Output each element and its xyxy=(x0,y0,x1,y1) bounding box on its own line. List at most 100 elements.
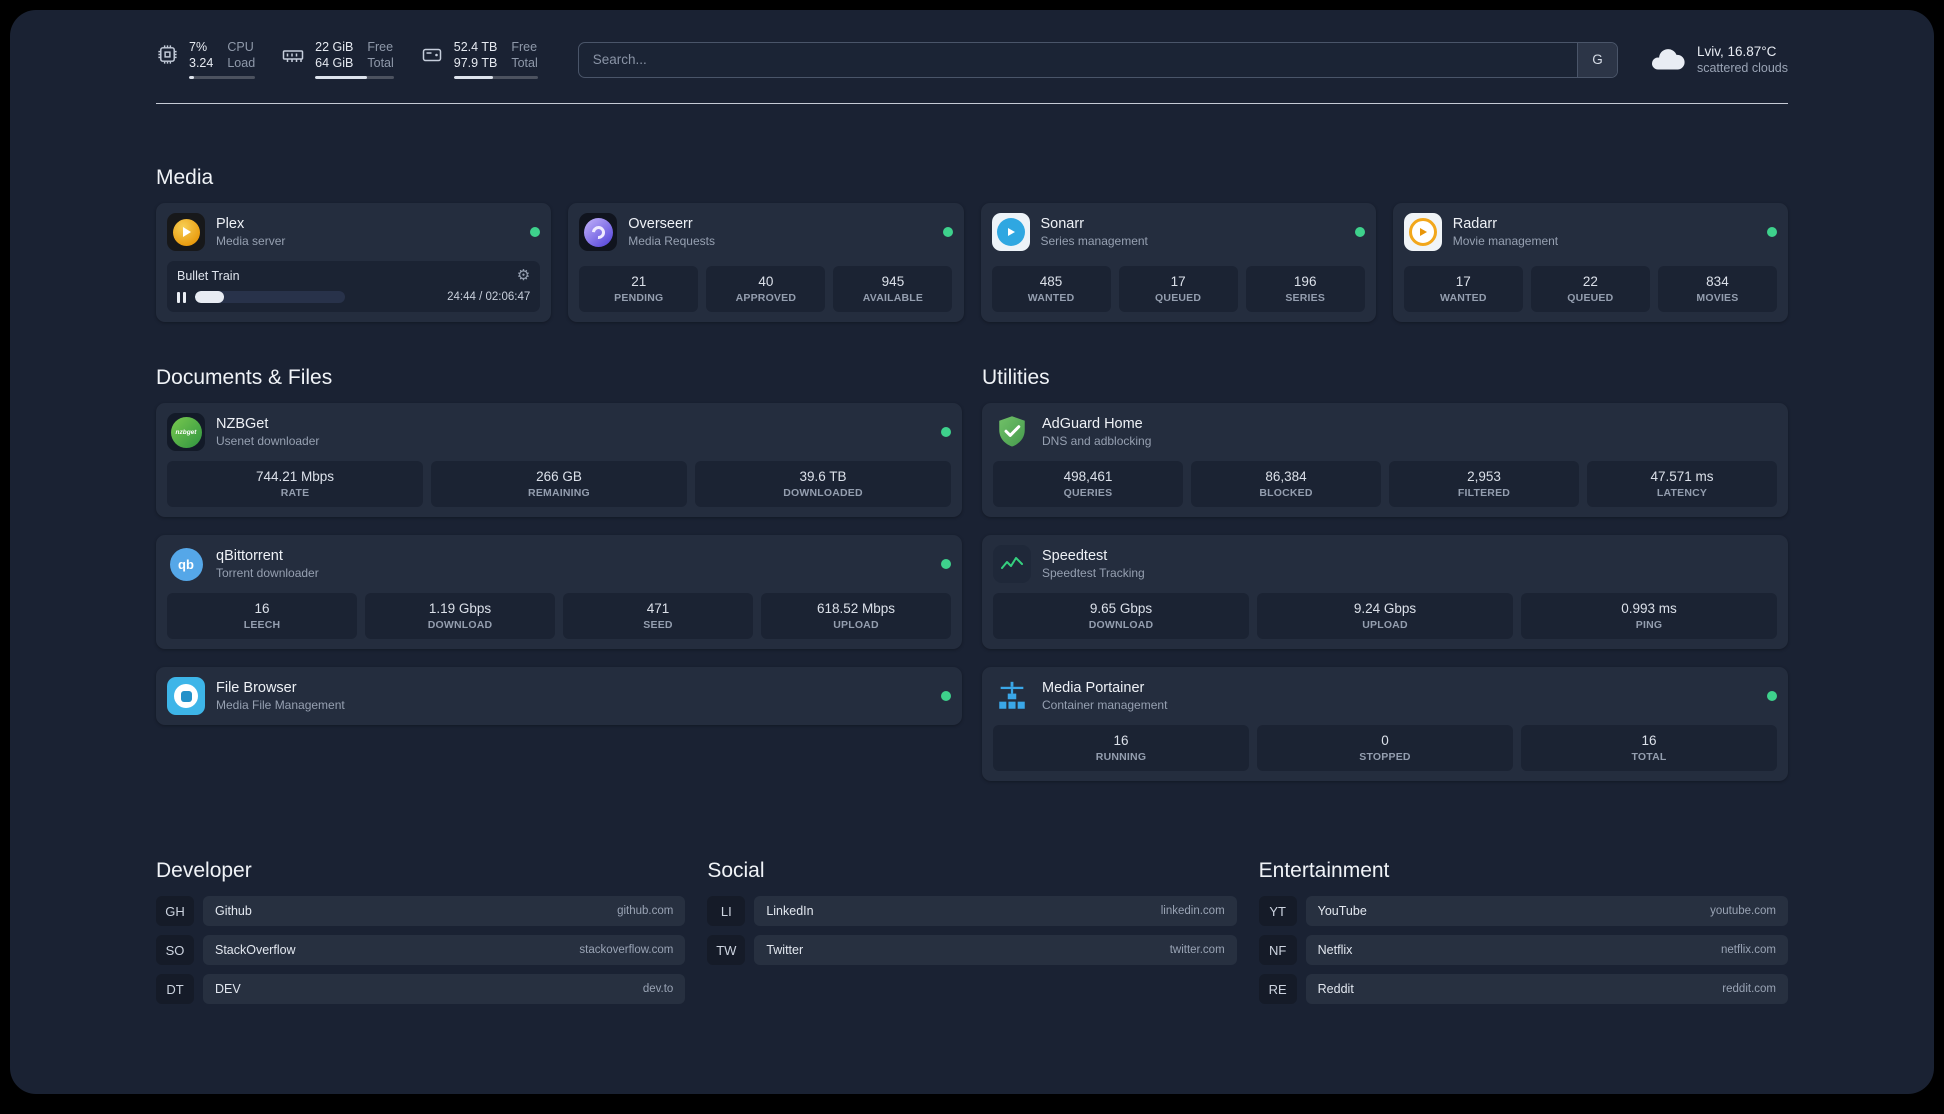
card-nzbget: nzbget NZBGet Usenet downloader 744.21 M… xyxy=(156,403,962,517)
memory-free-label: Free xyxy=(367,40,394,54)
plex-app-link[interactable]: Plex Media server xyxy=(167,213,541,251)
stat-value: 485 xyxy=(1039,274,1063,289)
bookmark-twitter[interactable]: TW Twitter twitter.com xyxy=(707,935,1237,965)
bookmark-domain: youtube.com xyxy=(1710,905,1776,917)
stat-value: 40 xyxy=(758,274,774,289)
stat-label: RUNNING xyxy=(1095,751,1147,763)
status-dot xyxy=(941,427,951,437)
stat-tile: 196 SERIES xyxy=(1245,266,1365,312)
bookmark-pill: YouTube youtube.com xyxy=(1305,896,1788,926)
bookmark-pill: LinkedIn linkedin.com xyxy=(754,896,1237,926)
stat-tile: 834 MOVIES xyxy=(1657,266,1777,312)
bookmark-reddit[interactable]: RE Reddit reddit.com xyxy=(1258,974,1788,1004)
stat-tile: 945 AVAILABLE xyxy=(833,266,953,312)
search-input[interactable] xyxy=(578,42,1577,77)
media-grid: Plex Media server Bullet Train ⚙ 24:44 /… xyxy=(156,203,1788,322)
stat-tile: 618.52 Mbps UPLOAD xyxy=(761,593,951,639)
stat-tile: 2,953 FILTERED xyxy=(1389,461,1579,507)
status-dot xyxy=(1767,227,1777,237)
stat-label: WANTED xyxy=(1439,292,1487,304)
app-subtitle: Container management xyxy=(1042,698,1168,712)
bookmark-name: Netflix xyxy=(1317,943,1353,957)
bookmark-name: StackOverflow xyxy=(215,943,296,957)
bookmark-pill: Twitter twitter.com xyxy=(754,935,1237,965)
bookmark-netflix[interactable]: NF Netflix netflix.com xyxy=(1258,935,1788,965)
app-subtitle: Torrent downloader xyxy=(216,566,319,580)
bookmark-github[interactable]: GH Github github.com xyxy=(156,896,686,926)
playback-time: 24:44 / 02:06:47 xyxy=(447,291,531,303)
overseerr-stats: 21 PENDING 40 APPROVED 945 AVAILABLE xyxy=(579,266,953,312)
app-title: Media Portainer xyxy=(1042,680,1145,696)
portainer-app-link[interactable]: Media Portainer Container management xyxy=(993,677,1777,715)
bookmark-name: DEV xyxy=(215,982,241,996)
bookmark-abbr: TW xyxy=(707,935,746,965)
stat-label: DOWNLOAD xyxy=(1088,619,1154,631)
stat-label: UPLOAD xyxy=(833,619,879,631)
gear-icon[interactable]: ⚙ xyxy=(516,266,531,284)
qbittorrent-icon: qb xyxy=(167,545,205,583)
stat-value: 17 xyxy=(1455,274,1471,289)
app-title: Speedtest xyxy=(1042,548,1108,564)
app-subtitle: DNS and adblocking xyxy=(1042,434,1152,448)
bookmark-group-title: Developer xyxy=(156,859,252,882)
stat-label: LEECH xyxy=(243,619,281,631)
stat-tile: 22 QUEUED xyxy=(1530,266,1650,312)
stat-label: FILTERED xyxy=(1457,487,1511,499)
stat-label: QUEUED xyxy=(1155,292,1202,304)
search-bar: G xyxy=(577,41,1618,78)
nzbget-app-link[interactable]: nzbget NZBGet Usenet downloader xyxy=(167,413,951,451)
overseerr-app-link[interactable]: Overseerr Media Requests xyxy=(579,213,953,251)
stat-value: 47.571 ms xyxy=(1650,469,1714,484)
stat-value: 17 xyxy=(1170,274,1186,289)
status-dot xyxy=(530,227,541,237)
stat-value: 945 xyxy=(881,274,905,289)
section-title-utilities: Utilities xyxy=(982,366,1050,389)
app-title: Sonarr xyxy=(1040,216,1085,232)
stat-tile: 47.571 ms LATENCY xyxy=(1587,461,1777,507)
stat-label: SERIES xyxy=(1285,292,1326,304)
disk-total-label: Total xyxy=(511,56,538,70)
stat-value: 9.24 Gbps xyxy=(1353,601,1417,616)
pause-button[interactable] xyxy=(177,291,186,303)
stat-label: WANTED xyxy=(1027,292,1075,304)
stat-label: REMAINING xyxy=(528,487,590,499)
disk-readout: 52.4 TB 97.9 TB Free Total xyxy=(453,40,538,79)
qbittorrent-app-link[interactable]: qb qBittorrent Torrent downloader xyxy=(167,545,951,583)
qbittorrent-stats: 16 LEECH 1.19 Gbps DOWNLOAD 471 SEED xyxy=(167,593,951,639)
stat-value: 744.21 Mbps xyxy=(255,469,335,484)
sonarr-icon xyxy=(991,213,1030,251)
bookmark-stackoverflow[interactable]: SO StackOverflow stackoverflow.com xyxy=(156,935,686,965)
radarr-app-link[interactable]: Radarr Movie management xyxy=(1403,213,1777,251)
app-title: NZBGet xyxy=(216,416,269,432)
bookmark-abbr: YT xyxy=(1258,896,1297,926)
filebrowser-app-link[interactable]: File Browser Media File Management xyxy=(167,677,951,715)
portainer-stats: 16 RUNNING 0 STOPPED 16 TOTAL xyxy=(993,725,1777,771)
section-title-documents: Documents & Files xyxy=(156,366,333,389)
card-plex: Plex Media server Bullet Train ⚙ 24:44 /… xyxy=(156,203,552,322)
stat-value: 2,953 xyxy=(1467,469,1501,484)
plex-now-playing: Bullet Train ⚙ 24:44 / 02:06:47 xyxy=(167,261,541,312)
cpu-load-value: 3.24 xyxy=(189,56,214,70)
search-provider-button[interactable]: G xyxy=(1576,42,1617,77)
stat-label: RATE xyxy=(280,487,310,499)
stat-label: LATENCY xyxy=(1656,487,1708,499)
bookmark-domain: linkedin.com xyxy=(1160,905,1225,917)
bookmark-name: YouTube xyxy=(1317,904,1367,918)
stat-label: STOPPED xyxy=(1359,751,1411,763)
stat-tile: 0 STOPPED xyxy=(1257,725,1513,771)
plex-icon xyxy=(167,213,205,251)
now-playing-title: Bullet Train xyxy=(177,268,240,283)
bookmark-dev[interactable]: DT DEV dev.to xyxy=(156,974,686,1004)
bookmark-linkedin[interactable]: LI LinkedIn linkedin.com xyxy=(707,896,1237,926)
memory-widget: 22 GiB 64 GiB Free Total xyxy=(281,40,394,79)
stat-value: 16 xyxy=(1641,733,1657,748)
speedtest-app-link[interactable]: Speedtest Speedtest Tracking xyxy=(993,545,1777,583)
status-dot xyxy=(942,227,953,237)
stat-label: DOWNLOAD xyxy=(427,619,493,631)
cpu-widget: 7% 3.24 CPU Load xyxy=(156,40,256,79)
sonarr-app-link[interactable]: Sonarr Series management xyxy=(991,213,1365,251)
cpu-readout: 7% 3.24 CPU Load xyxy=(189,40,256,79)
bookmark-youtube[interactable]: YT YouTube youtube.com xyxy=(1258,896,1788,926)
stat-value: 498,461 xyxy=(1063,469,1113,484)
adguard-app-link[interactable]: AdGuard Home DNS and adblocking xyxy=(993,413,1777,451)
